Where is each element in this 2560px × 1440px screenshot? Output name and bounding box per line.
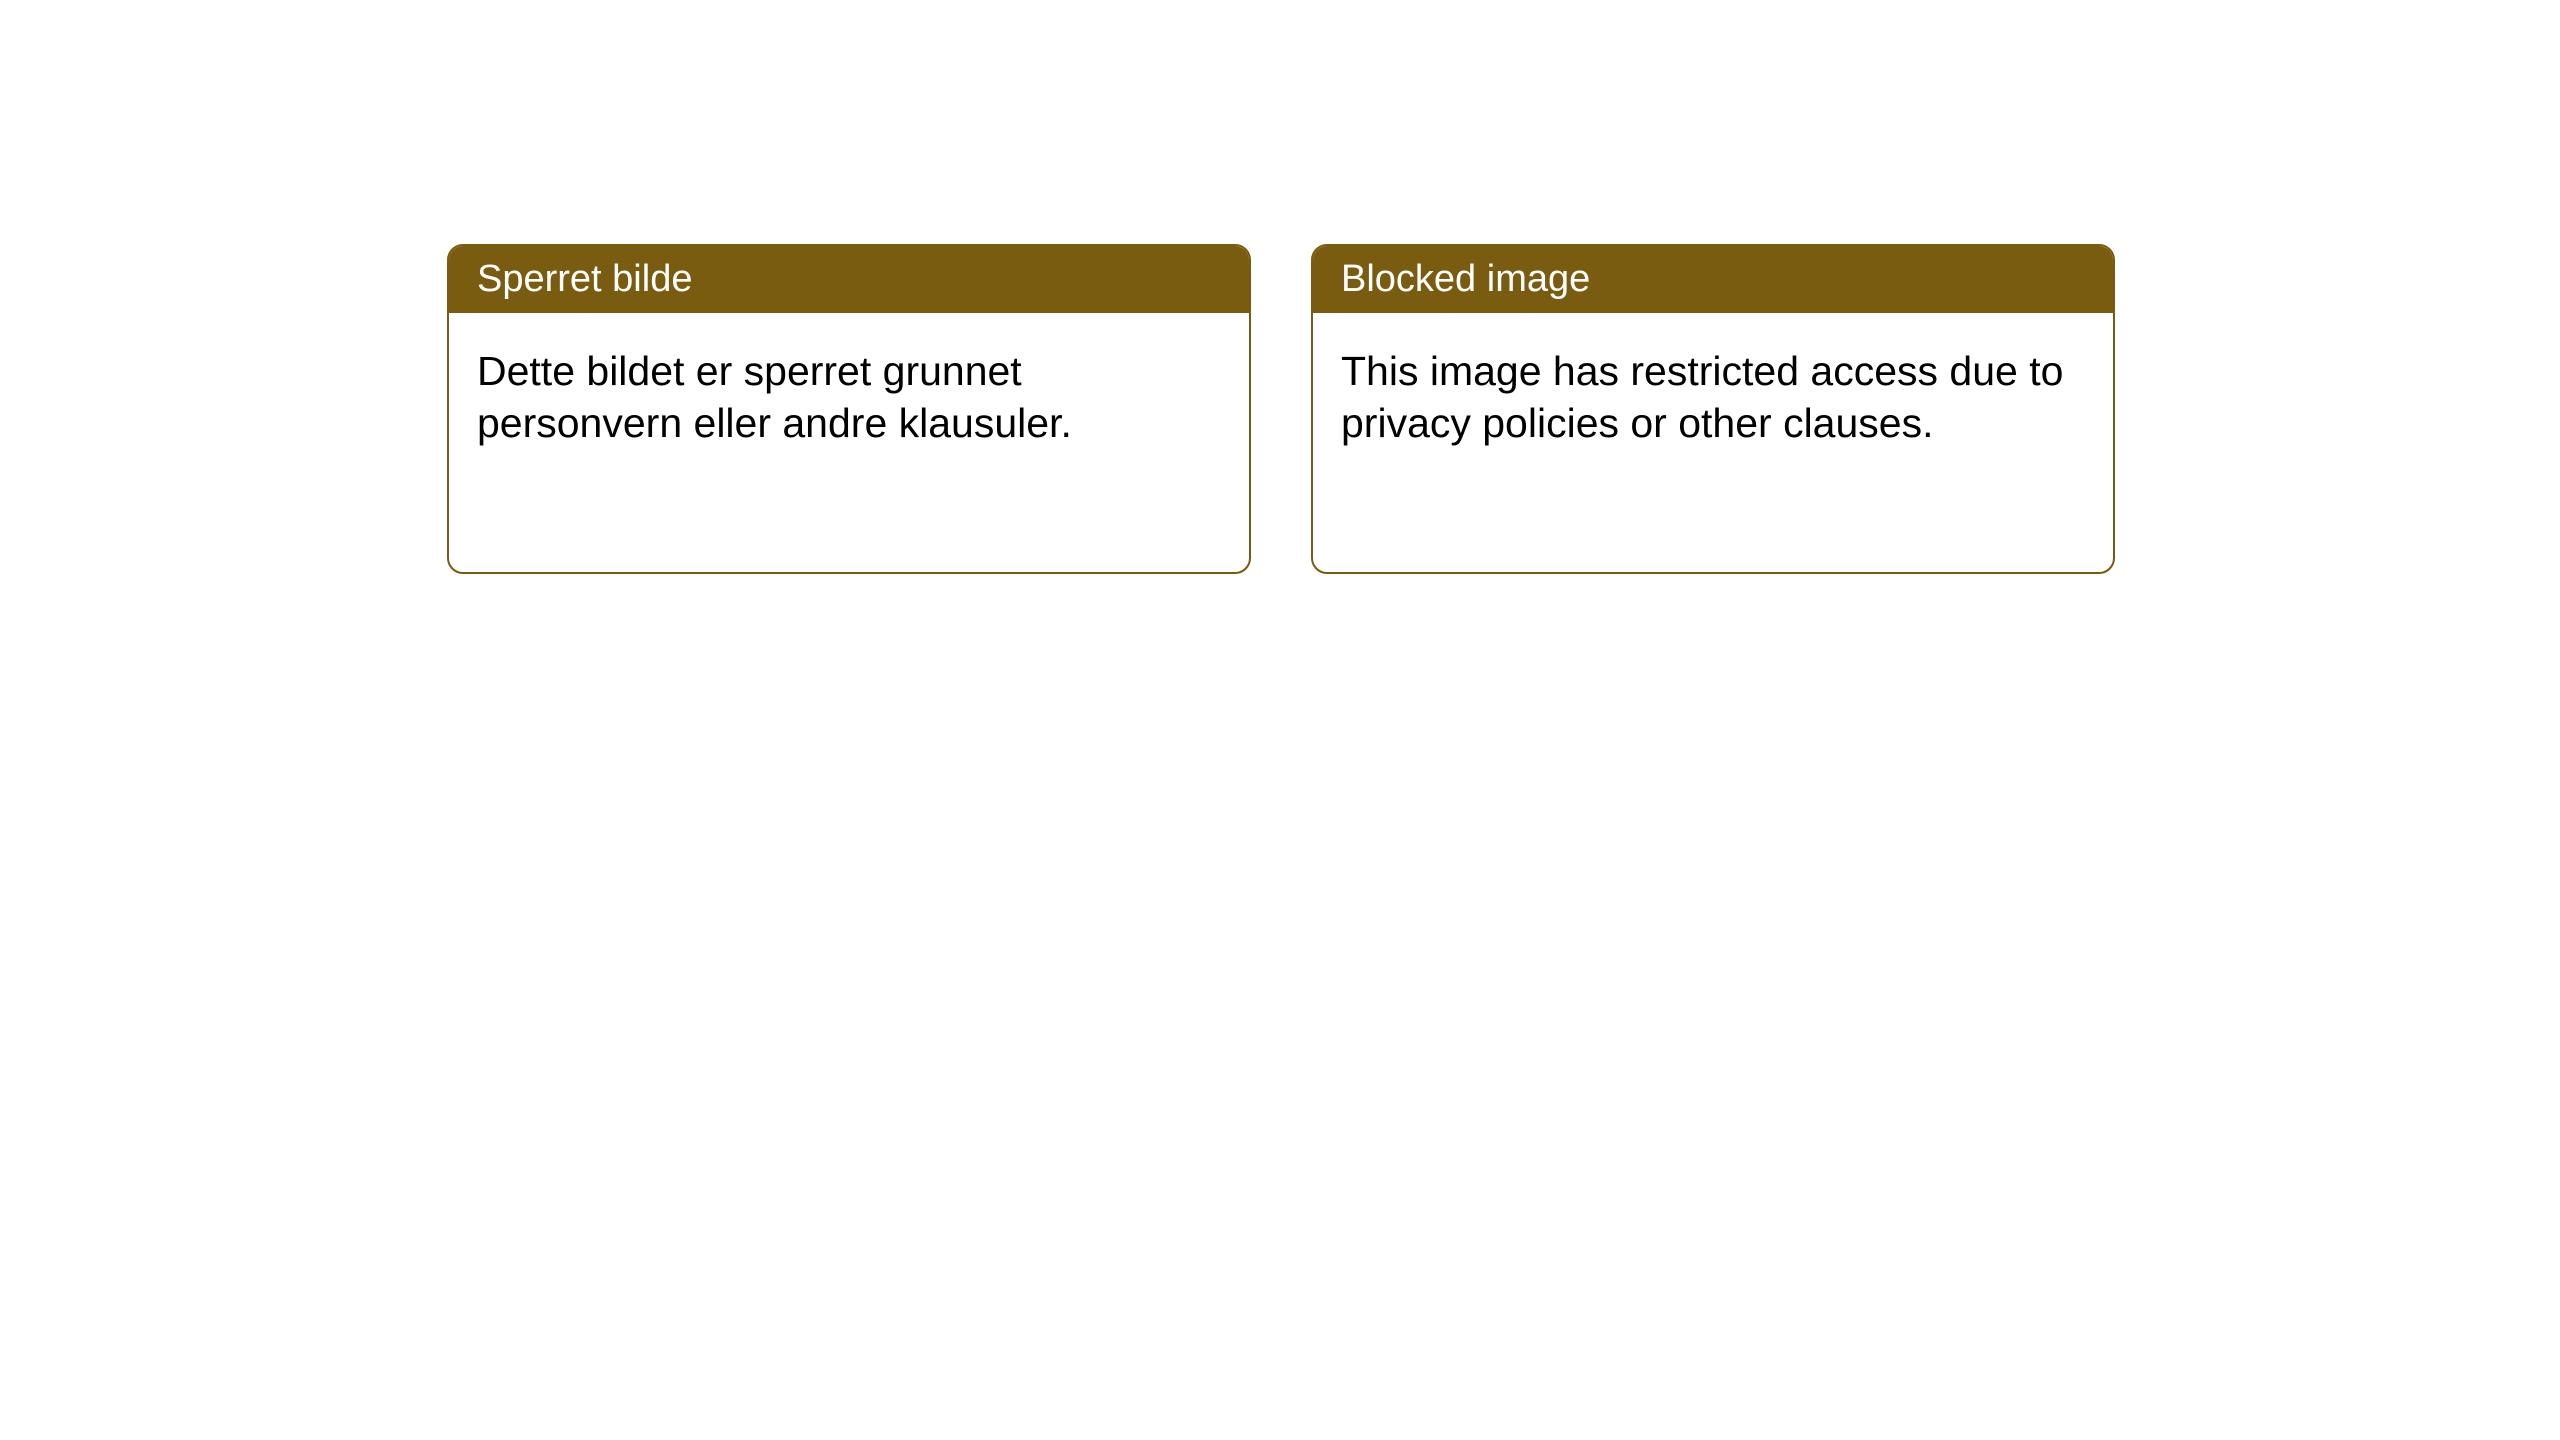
notice-card-body: This image has restricted access due to … [1313,313,2113,482]
notice-card-norwegian: Sperret bilde Dette bildet er sperret gr… [447,244,1251,574]
notice-cards-container: Sperret bilde Dette bildet er sperret gr… [447,244,2115,574]
notice-card-title: Sperret bilde [449,246,1249,313]
notice-card-body: Dette bildet er sperret grunnet personve… [449,313,1249,482]
notice-card-english: Blocked image This image has restricted … [1311,244,2115,574]
notice-card-title: Blocked image [1313,246,2113,313]
